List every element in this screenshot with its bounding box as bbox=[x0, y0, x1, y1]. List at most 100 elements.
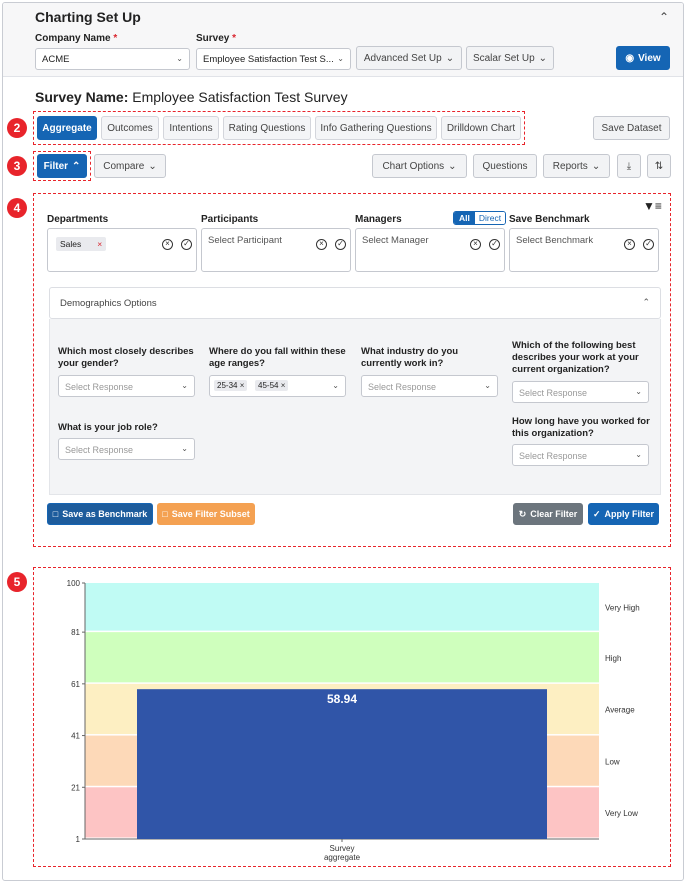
chevron-down-icon: ⌄ bbox=[635, 450, 642, 459]
x-tick-label: aggregate bbox=[324, 853, 361, 862]
chevron-down-icon: ⌄ bbox=[538, 52, 548, 64]
question-age: Where do you fall within these age range… bbox=[209, 346, 346, 369]
company-select[interactable]: ACME ⌄ bbox=[35, 48, 190, 70]
toggle-all[interactable]: All bbox=[454, 212, 475, 224]
tabs-highlight bbox=[33, 111, 525, 145]
benchmark-label: Save Benchmark bbox=[509, 214, 590, 225]
clear-icon[interactable]: × bbox=[316, 239, 327, 250]
y-tick-label: 61 bbox=[71, 680, 80, 689]
collapse-chevron-icon[interactable]: ⌃ bbox=[659, 10, 670, 24]
industry-select[interactable]: Select Response ⌄ bbox=[361, 375, 498, 397]
question-tenure: How long have you worked for this organi… bbox=[512, 416, 650, 439]
question-industry: What industry do you currently work in? bbox=[361, 346, 459, 369]
question-work: Which of the following best describes yo… bbox=[512, 340, 639, 375]
tenure-select[interactable]: Select Response ⌄ bbox=[512, 444, 649, 466]
y-tick-label: 81 bbox=[71, 628, 80, 637]
charting-setup-header: Charting Set Up ⌃ Company Name * ACME ⌄ S… bbox=[3, 3, 683, 77]
chart-container: Very Low Low Average High Very High 1 21 41 61 81… bbox=[39, 573, 671, 867]
save-benchmark-button[interactable]: □ Save as Benchmark bbox=[47, 503, 153, 525]
managers-select[interactable]: Select Manager × ✓ bbox=[355, 228, 505, 272]
clear-icon[interactable]: × bbox=[470, 239, 481, 250]
age-chip: 25-34 × bbox=[214, 380, 248, 391]
compare-button[interactable]: Compare ⌄ bbox=[94, 154, 166, 178]
survey-label: Survey * bbox=[196, 33, 237, 44]
benchmark-placeholder: Select Benchmark bbox=[516, 235, 594, 246]
survey-name: Survey Name: Employee Satisfaction Test … bbox=[35, 89, 348, 105]
managers-label: Managers bbox=[355, 214, 402, 225]
tab-intentions[interactable]: Intentions bbox=[163, 116, 219, 140]
role-select[interactable]: Select Response ⌄ bbox=[58, 438, 195, 460]
clear-filter-button[interactable]: ↻ Clear Filter bbox=[513, 503, 583, 525]
toggle-direct[interactable]: Direct bbox=[474, 212, 506, 224]
y-tick-label: 21 bbox=[71, 783, 80, 792]
chevron-down-icon: ⌄ bbox=[181, 444, 188, 453]
work-select[interactable]: Select Response ⌄ bbox=[512, 381, 649, 403]
departments-label: Departments bbox=[47, 214, 109, 225]
y-tick-label: 1 bbox=[76, 835, 81, 844]
band-label: High bbox=[605, 654, 621, 663]
band-high bbox=[85, 632, 599, 683]
advanced-setup-button[interactable]: Advanced Set Up ⌄ bbox=[356, 46, 462, 70]
bookmark-icon: □ bbox=[162, 509, 168, 519]
y-tick-label: 41 bbox=[71, 732, 80, 741]
participants-select[interactable]: Select Participant × ✓ bbox=[201, 228, 351, 272]
department-chip: Sales × bbox=[56, 237, 107, 251]
callout-badge-3: 3 bbox=[7, 156, 27, 176]
benchmark-select[interactable]: Select Benchmark × ✓ bbox=[509, 228, 659, 272]
filter-settings-icon[interactable]: ▼≡ bbox=[643, 199, 662, 213]
select-all-icon[interactable]: ✓ bbox=[643, 239, 654, 250]
departments-select[interactable]: Sales × × ✓ bbox=[47, 228, 197, 272]
chevron-up-icon: ⌃ bbox=[72, 160, 81, 172]
tab-drilldown-chart[interactable]: Drilldown Chart bbox=[441, 116, 521, 140]
chart-options-button[interactable]: Chart Options ⌄ bbox=[372, 154, 467, 178]
chevron-down-icon: ⌄ bbox=[591, 160, 601, 172]
question-role: What is your job role? bbox=[58, 422, 158, 433]
save-filter-subset-button[interactable]: □ Save Filter Subset bbox=[157, 503, 255, 525]
callout-badge-4: 4 bbox=[7, 198, 27, 218]
tab-aggregate[interactable]: Aggregate bbox=[37, 116, 97, 140]
chevron-down-icon: ⌄ bbox=[332, 381, 339, 390]
chevron-down-icon: ⌄ bbox=[148, 160, 157, 172]
download-icon[interactable]: ⤓ bbox=[617, 154, 641, 178]
questions-button[interactable]: Questions bbox=[473, 154, 537, 178]
clear-icon[interactable]: × bbox=[162, 239, 173, 250]
chevron-down-icon: ⌄ bbox=[635, 387, 642, 396]
band-very-high bbox=[85, 583, 599, 631]
tab-outcomes[interactable]: Outcomes bbox=[101, 116, 159, 140]
save-dataset-button[interactable]: Save Dataset bbox=[593, 116, 670, 140]
demographics-header[interactable]: Demographics Options ⌃ bbox=[49, 287, 661, 319]
sort-icon[interactable]: ⇅ bbox=[647, 154, 671, 178]
chart-highlight bbox=[33, 567, 671, 867]
manager-scope-toggle: All Direct bbox=[453, 211, 507, 225]
check-circle-icon: ✓ bbox=[592, 508, 601, 519]
remove-chip-icon[interactable]: × bbox=[97, 239, 103, 249]
y-tick-label: 100 bbox=[67, 579, 81, 588]
select-all-icon[interactable]: ✓ bbox=[489, 239, 500, 250]
view-button[interactable]: ◉ View bbox=[616, 46, 670, 70]
apply-filter-button[interactable]: ✓ Apply Filter bbox=[588, 503, 659, 525]
chevron-down-icon: ⌄ bbox=[176, 54, 183, 63]
gender-select[interactable]: Select Response ⌄ bbox=[58, 375, 195, 397]
scalar-setup-button[interactable]: Scalar Set Up ⌄ bbox=[466, 46, 554, 70]
survey-select[interactable]: Employee Satisfaction Test S... ⌄ bbox=[196, 48, 351, 70]
age-select[interactable]: 25-34 × 45-54 × ⌄ bbox=[209, 375, 346, 397]
participants-placeholder: Select Participant bbox=[208, 235, 282, 246]
reset-icon: ↻ bbox=[518, 508, 527, 519]
band-label: Low bbox=[605, 757, 620, 766]
bar-survey-aggregate bbox=[137, 689, 547, 839]
clear-icon[interactable]: × bbox=[624, 239, 635, 250]
filter-button[interactable]: Filter ⌃ bbox=[37, 154, 87, 178]
chevron-up-icon: ⌃ bbox=[642, 297, 650, 307]
select-all-icon[interactable]: ✓ bbox=[181, 239, 192, 250]
reports-button[interactable]: Reports ⌄ bbox=[543, 154, 610, 178]
callout-badge-2: 2 bbox=[7, 118, 27, 138]
aggregate-chart: Very Low Low Average High Very High 1 21 41 61 81… bbox=[67, 579, 640, 862]
tab-rating-questions[interactable]: Rating Questions bbox=[223, 116, 311, 140]
band-label: Very High bbox=[605, 604, 640, 613]
chevron-down-icon: ⌄ bbox=[484, 381, 491, 390]
tab-info-gathering-questions[interactable]: Info Gathering Questions bbox=[315, 116, 437, 140]
filter-highlight bbox=[33, 151, 91, 181]
select-all-icon[interactable]: ✓ bbox=[335, 239, 346, 250]
callout-badge-5: 5 bbox=[7, 572, 27, 592]
